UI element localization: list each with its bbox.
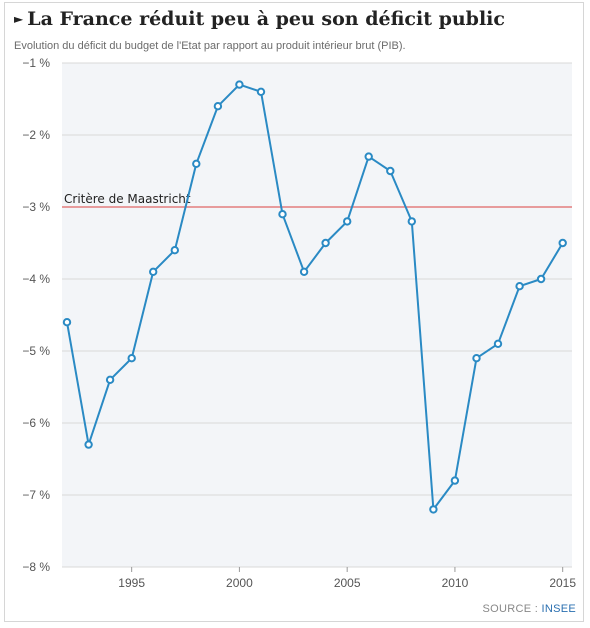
data-point <box>515 282 524 291</box>
data-point <box>149 267 158 276</box>
x-tick-label: 1995 <box>118 576 145 590</box>
chart-title: ► La France réduit peu à peu son déficit … <box>14 8 505 30</box>
data-point <box>235 80 244 89</box>
data-point <box>170 246 180 255</box>
chart-subtitle: Evolution du déficit du budget de l'Etat… <box>14 40 406 52</box>
source-label: SOURCE : <box>482 603 539 615</box>
source-credit: SOURCE : INSEE <box>483 603 576 615</box>
y-tick-label: −5 % <box>22 344 50 358</box>
data-point <box>472 354 481 363</box>
data-point <box>105 375 115 384</box>
data-point <box>127 354 136 363</box>
data-point <box>256 87 266 97</box>
y-tick-label: −4 % <box>22 272 50 286</box>
y-tick-label: −3 % <box>22 200 50 214</box>
y-tick-label: −7 % <box>22 488 50 502</box>
data-point <box>278 210 287 219</box>
y-tick-label: −1 % <box>22 56 50 70</box>
data-point <box>493 339 503 348</box>
chart-title-text: La France réduit peu à peu son déficit p… <box>27 8 505 30</box>
data-point <box>213 102 223 111</box>
data-point <box>84 440 93 449</box>
source-link[interactable]: INSEE <box>541 603 576 615</box>
data-point <box>407 217 416 226</box>
x-tick-label: 2015 <box>549 576 576 590</box>
x-tick-label: 2010 <box>442 576 469 590</box>
data-point <box>62 318 72 327</box>
x-tick-label: 2000 <box>226 576 253 590</box>
y-tick-label: −8 % <box>22 560 50 574</box>
maastricht-label: Critère de Maastricht <box>64 192 191 206</box>
data-point <box>299 267 309 276</box>
series-line <box>66 83 564 511</box>
data-point <box>364 152 373 161</box>
triangle-icon: ► <box>14 12 24 26</box>
data-point <box>321 238 330 248</box>
data-point <box>558 238 567 248</box>
data-point <box>192 159 201 169</box>
data-point <box>386 166 395 176</box>
y-tick-label: −6 % <box>22 416 50 430</box>
data-point <box>343 217 352 226</box>
data-point <box>536 274 546 284</box>
plot-background <box>62 63 572 567</box>
y-tick-label: −2 % <box>22 128 50 142</box>
x-tick-label: 2005 <box>334 576 361 590</box>
data-point <box>450 476 460 485</box>
data-point <box>429 505 438 514</box>
